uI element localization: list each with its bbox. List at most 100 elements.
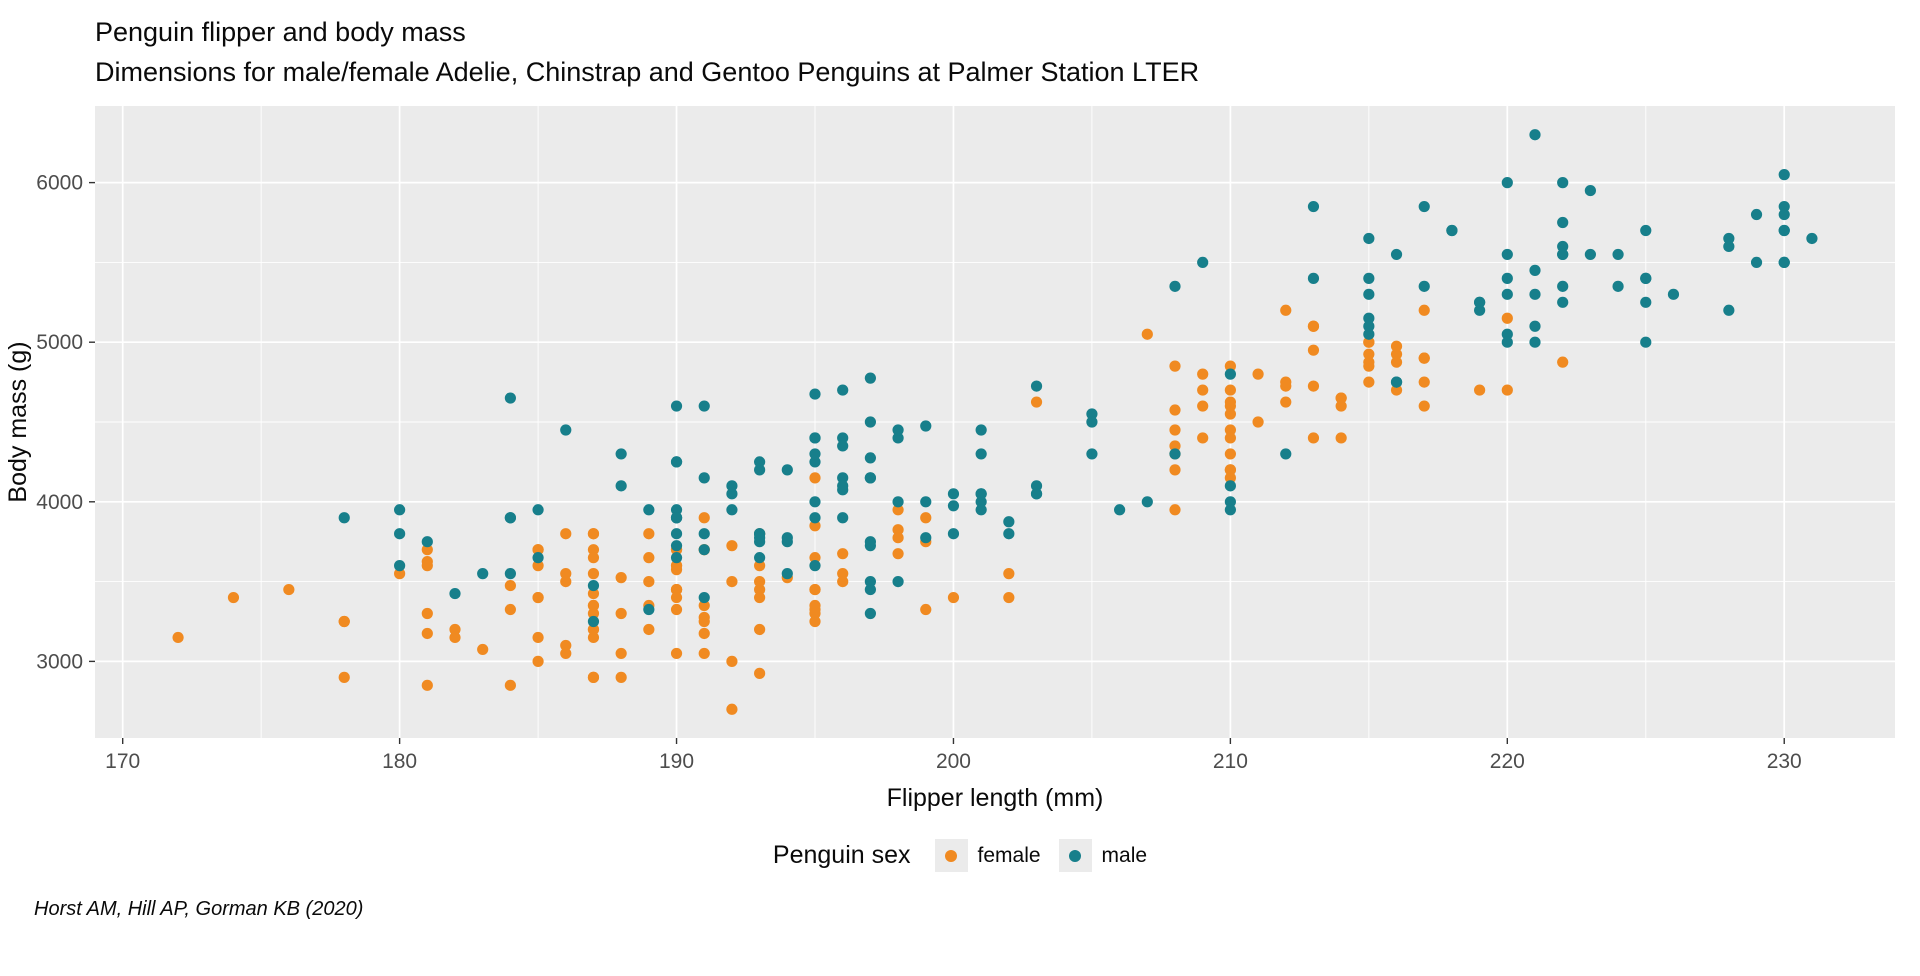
legend-item-male[interactable]: male	[1058, 839, 1148, 872]
data-point-female	[587, 607, 600, 620]
data-point-male	[837, 440, 849, 452]
data-point-male	[1474, 304, 1486, 316]
data-point-male	[809, 456, 821, 468]
data-point-male	[698, 591, 710, 604]
data-point-male	[726, 488, 738, 500]
x-axis-title: Flipper length (mm)	[887, 784, 1104, 812]
data-point-male	[1778, 256, 1790, 269]
data-point-male	[698, 528, 710, 540]
legend-key-male	[1058, 839, 1092, 872]
data-point-male	[864, 575, 876, 588]
data-point-male	[1612, 280, 1624, 292]
data-point-female	[1252, 416, 1264, 428]
data-point-male	[864, 607, 876, 620]
data-point-female	[920, 512, 932, 524]
data-point-male	[754, 532, 766, 544]
data-point-male	[1640, 272, 1652, 284]
data-point-female	[421, 679, 433, 691]
data-point-male	[754, 464, 766, 476]
data-point-female	[809, 615, 821, 628]
data-point-male	[1390, 248, 1403, 261]
data-point-male	[1363, 288, 1375, 300]
data-point-male	[698, 472, 710, 484]
data-point-female	[504, 679, 516, 691]
legend-label-male: male	[1101, 843, 1148, 867]
data-point-male	[1501, 288, 1513, 300]
data-point-female	[1390, 348, 1403, 360]
data-point-female	[1224, 408, 1236, 420]
chart-title: Penguin flipper and body mass	[95, 17, 466, 47]
data-point-male	[1030, 480, 1043, 492]
data-point-female	[338, 615, 350, 628]
data-point-female	[698, 615, 710, 628]
data-point-male	[615, 448, 627, 460]
data-point-male	[587, 579, 600, 592]
data-point-male	[1474, 296, 1486, 308]
data-point-female	[670, 591, 683, 604]
data-point-female	[1280, 376, 1292, 388]
data-point-male	[1778, 208, 1790, 221]
legend-item-female[interactable]: female	[934, 839, 1041, 872]
data-point-male	[1806, 232, 1818, 245]
data-point-female	[1363, 376, 1375, 388]
x-tick-label: 220	[1490, 750, 1525, 773]
data-point-male	[1778, 200, 1790, 213]
data-point-male	[1086, 408, 1098, 420]
data-point-female	[1280, 396, 1292, 408]
data-point-male	[975, 504, 987, 516]
data-point-male	[1529, 264, 1541, 276]
legend-title: Penguin sex	[772, 841, 911, 869]
data-point-female	[698, 647, 710, 660]
data-point-male	[670, 552, 683, 564]
x-tick-label: 200	[936, 750, 971, 773]
x-tick-label: 230	[1767, 750, 1802, 773]
data-point-female	[1557, 356, 1569, 368]
data-point-male	[920, 532, 932, 544]
data-point-female	[837, 568, 849, 580]
data-point-male	[1418, 200, 1430, 213]
data-point-female	[1335, 432, 1347, 444]
data-point-female	[726, 703, 738, 715]
data-point-female	[892, 524, 904, 536]
data-point-female	[643, 552, 655, 564]
data-point-female	[1169, 440, 1181, 452]
data-point-female	[1280, 304, 1292, 316]
data-point-female	[560, 528, 572, 540]
y-tick-label: 3000	[36, 650, 83, 673]
data-point-male	[1640, 336, 1652, 348]
data-point-female	[615, 647, 627, 660]
data-point-male	[1640, 224, 1652, 237]
legend-key-female	[934, 839, 968, 872]
data-point-male	[1584, 248, 1596, 261]
data-point-male	[1529, 320, 1541, 332]
data-point-female	[338, 671, 350, 683]
data-point-male	[1224, 496, 1236, 508]
data-point-male	[920, 496, 932, 508]
data-point-female	[504, 603, 516, 616]
data-point-male	[975, 448, 987, 460]
data-point-female	[726, 540, 738, 552]
male-dot-icon	[1069, 849, 1082, 862]
data-point-male	[1363, 312, 1375, 324]
data-point-female	[947, 591, 960, 604]
data-point-female	[1418, 304, 1430, 316]
data-point-female	[809, 472, 821, 484]
x-tick-label: 190	[659, 750, 694, 773]
data-point-male	[1030, 380, 1043, 392]
data-point-male	[449, 587, 461, 600]
data-point-female	[587, 587, 600, 600]
data-point-male	[1501, 272, 1513, 284]
data-point-female	[809, 520, 821, 532]
data-point-female	[615, 671, 627, 683]
data-point-male	[1197, 256, 1209, 269]
data-point-female	[532, 591, 544, 604]
data-point-male	[1224, 480, 1236, 492]
data-point-male	[837, 432, 849, 444]
data-point-male	[947, 500, 960, 512]
data-point-female	[1501, 312, 1513, 324]
data-point-male	[532, 504, 544, 516]
data-point-male	[338, 512, 350, 524]
data-point-male	[477, 568, 489, 580]
data-point-female	[837, 575, 849, 588]
data-point-male	[560, 424, 572, 436]
